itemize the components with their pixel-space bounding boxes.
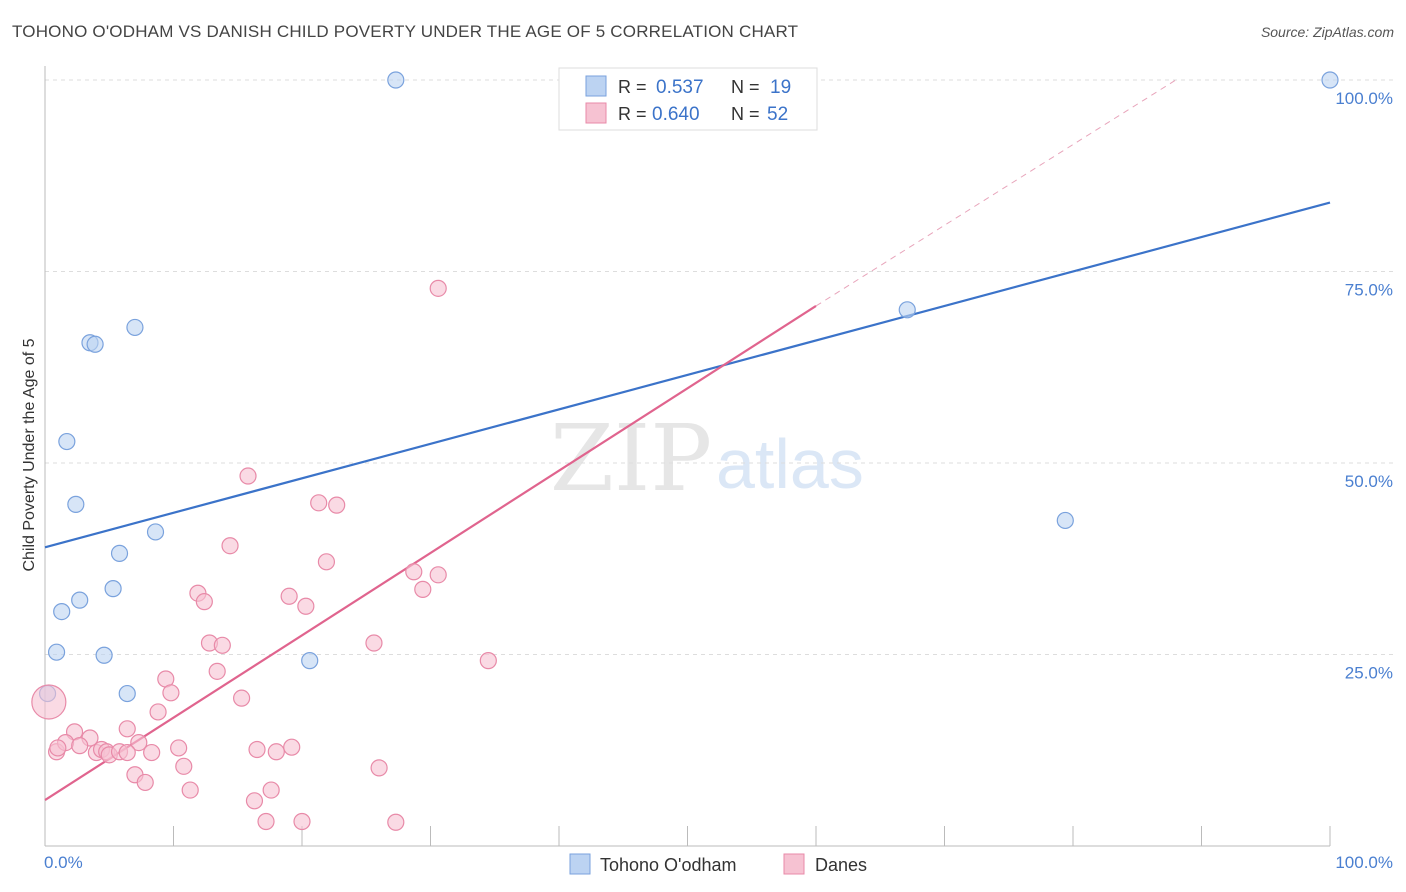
danes-point-7 xyxy=(405,563,423,581)
legend-n-label-pink: N = xyxy=(731,104,760,124)
tohono-point-16 xyxy=(118,684,136,703)
danes-point-15 xyxy=(213,636,231,654)
tohono-point-14 xyxy=(95,646,113,664)
danes-point-5 xyxy=(221,537,239,555)
danes-point-28 xyxy=(71,737,89,755)
tohono-point-0 xyxy=(387,71,405,89)
danes-point-51 xyxy=(118,743,136,762)
tohono-point-1 xyxy=(1321,71,1339,89)
danes-point-46 xyxy=(245,792,264,810)
danes-point-36 xyxy=(170,739,188,757)
tohono-point-15 xyxy=(301,652,319,670)
bottom-legend-swatch-pink xyxy=(783,853,805,875)
danes-point-34 xyxy=(130,733,148,752)
legend-n-label-blue: N = xyxy=(731,77,760,97)
y-tick-label-25: 25.0% xyxy=(1345,664,1393,683)
legend-r-value-blue: 0.537 xyxy=(656,77,704,98)
tohono-point-3 xyxy=(126,318,144,337)
chart-title: TOHONO O'ODHAM VS DANISH CHILD POVERTY U… xyxy=(12,22,799,41)
tohono-trend-line xyxy=(44,201,1331,549)
legend-r-value-pink: 0.640 xyxy=(652,104,700,125)
danes-point-13 xyxy=(297,597,315,615)
danes-point-43 xyxy=(136,773,154,792)
legend-box: R = 0.537 N = 19 R = 0.640 N = 52 xyxy=(558,67,818,131)
source-label: Source: ZipAtlas.com xyxy=(1260,24,1394,40)
y-tick-label-50: 50.0% xyxy=(1345,472,1393,491)
y-tick-label-100: 100.0% xyxy=(1335,89,1393,108)
danes-point-48 xyxy=(293,812,311,831)
danes-point-1 xyxy=(429,279,447,297)
legend-swatch-blue xyxy=(585,75,607,97)
danes-point-49 xyxy=(387,813,405,831)
danes-point-45 xyxy=(262,781,280,799)
danes-point-50 xyxy=(370,759,388,777)
legend-r-label-pink: R = xyxy=(618,104,647,124)
legend-n-value-pink: 52 xyxy=(767,104,788,125)
tohono-point-5 xyxy=(86,335,104,353)
danes-point-0 xyxy=(31,684,67,720)
tohono-point-12 xyxy=(53,603,71,621)
y-tick-labels: 100.0% 75.0% 50.0% 25.0% xyxy=(1335,89,1393,683)
danes-point-16 xyxy=(365,634,383,652)
danes-point-12 xyxy=(280,587,298,605)
danes-point-44 xyxy=(181,781,199,799)
danes-point-17 xyxy=(479,652,497,670)
tohono-point-9 xyxy=(110,544,129,562)
danes-trend-line xyxy=(44,305,817,801)
y-axis-label: Child Poverty Under the Age of 5 xyxy=(21,338,38,571)
legend-r-label-blue: R = xyxy=(618,77,647,97)
danes-point-21 xyxy=(233,689,251,707)
tohono-point-8 xyxy=(146,523,165,541)
legend-n-value-blue: 19 xyxy=(770,77,791,98)
danes-point-47 xyxy=(257,812,275,831)
watermark-zip: ZIP xyxy=(550,405,712,512)
bottom-legend-swatch-blue xyxy=(569,853,591,875)
danes-point-19 xyxy=(208,662,226,680)
danes-point-37 xyxy=(248,740,266,759)
tohono-point-18 xyxy=(1056,511,1074,530)
danes-trend-extension xyxy=(815,79,1177,307)
trend-lines xyxy=(44,79,1331,801)
x-tick-label-max: 100.0% xyxy=(1335,853,1393,872)
data-points xyxy=(31,71,1339,831)
watermark-atlas: atlas xyxy=(716,425,864,503)
bottom-legend: Tohono O'odham Danes xyxy=(569,853,867,875)
danes-point-35 xyxy=(143,743,161,762)
danes-point-22 xyxy=(149,703,167,721)
danes-point-24 xyxy=(118,720,136,738)
danes-point-40 xyxy=(49,739,67,757)
danes-point-2 xyxy=(239,467,257,485)
danes-point-9 xyxy=(414,580,432,598)
danes-point-8 xyxy=(429,566,447,584)
y-tick-label-75: 75.0% xyxy=(1345,281,1393,300)
danes-point-41 xyxy=(175,757,193,775)
bottom-legend-label-blue: Tohono O'odham xyxy=(600,855,737,875)
danes-point-20 xyxy=(162,684,180,702)
tohono-point-2 xyxy=(898,301,916,319)
danes-point-6 xyxy=(317,553,336,571)
tohono-point-7 xyxy=(67,495,85,513)
tohono-point-11 xyxy=(71,591,89,609)
danes-point-39 xyxy=(283,738,301,756)
tohono-point-6 xyxy=(58,432,76,451)
danes-point-3 xyxy=(310,494,328,512)
legend-swatch-pink xyxy=(585,102,607,124)
tohono-point-13 xyxy=(47,643,66,661)
bottom-legend-label-pink: Danes xyxy=(815,855,867,875)
danes-point-4 xyxy=(328,496,346,514)
danes-point-38 xyxy=(267,743,285,761)
danes-point-11 xyxy=(195,593,213,611)
tohono-point-10 xyxy=(104,580,122,598)
x-tick-label-min: 0.0% xyxy=(44,853,83,872)
